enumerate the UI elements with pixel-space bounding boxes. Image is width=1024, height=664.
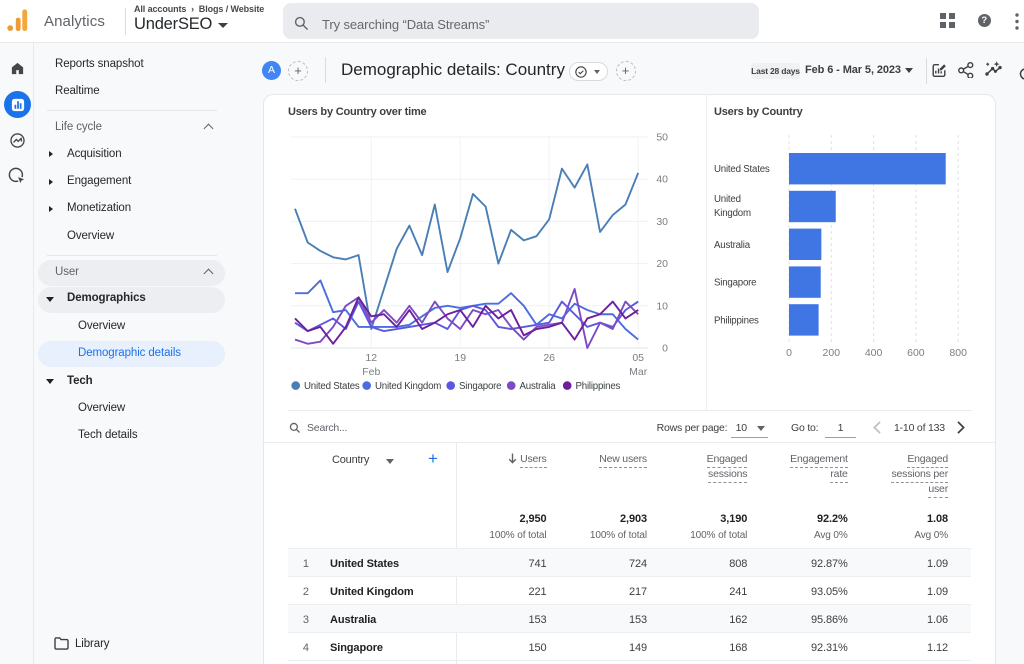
- svg-text:United States: United States: [304, 381, 360, 392]
- svg-text:United Kingdom: United Kingdom: [375, 381, 441, 392]
- svg-text:200: 200: [823, 347, 841, 359]
- svg-text:30: 30: [656, 216, 668, 228]
- svg-text:400: 400: [865, 347, 883, 359]
- svg-text:Philippines: Philippines: [576, 381, 621, 392]
- svg-text:05: 05: [632, 352, 644, 364]
- svg-text:20: 20: [656, 258, 668, 270]
- svg-text:Singapore: Singapore: [459, 381, 501, 392]
- svg-text:26: 26: [543, 352, 555, 364]
- svg-text:Philippines: Philippines: [714, 315, 759, 326]
- svg-text:United: United: [714, 194, 741, 205]
- svg-text:19: 19: [454, 352, 466, 364]
- svg-text:Mar: Mar: [629, 366, 648, 378]
- svg-text:600: 600: [907, 347, 925, 359]
- svg-text:40: 40: [656, 174, 668, 186]
- svg-text:Australia: Australia: [714, 240, 751, 251]
- svg-text:800: 800: [949, 347, 967, 359]
- svg-text:0: 0: [662, 343, 668, 355]
- svg-text:10: 10: [656, 300, 668, 312]
- svg-text:Singapore: Singapore: [714, 278, 756, 289]
- svg-text:50: 50: [656, 132, 668, 144]
- svg-text:Australia: Australia: [520, 381, 557, 392]
- svg-text:Kingdom: Kingdom: [714, 208, 751, 219]
- svg-text:Feb: Feb: [362, 366, 380, 378]
- svg-text:0: 0: [786, 347, 792, 359]
- svg-text:United States: United States: [714, 164, 770, 175]
- svg-text:12: 12: [365, 352, 377, 364]
